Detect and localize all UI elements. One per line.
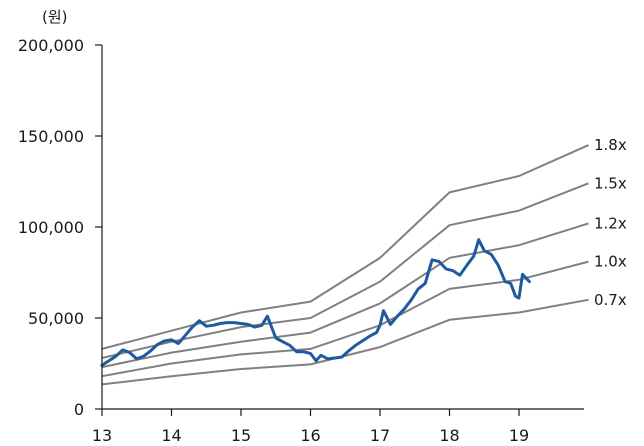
x-tick-label: 19 bbox=[509, 426, 529, 445]
band-line bbox=[101, 144, 589, 350]
y-tick-label: 0 bbox=[74, 400, 84, 419]
band-label: 0.7x bbox=[594, 291, 627, 309]
y-axis-ticks: 0 50,000 100,000 150,000 200,000 bbox=[18, 36, 102, 419]
x-tick-label: 17 bbox=[370, 426, 390, 445]
y-tick-label: 200,000 bbox=[18, 36, 84, 55]
price-line bbox=[100, 238, 531, 367]
x-tick-label: 15 bbox=[231, 426, 251, 445]
x-tick-label: 14 bbox=[161, 426, 181, 445]
price-series bbox=[100, 238, 531, 367]
band-line bbox=[101, 222, 589, 369]
band-label: 1.8x bbox=[594, 136, 627, 154]
band-lines bbox=[101, 144, 589, 386]
band-line bbox=[101, 182, 589, 359]
x-tick-label: 18 bbox=[439, 426, 459, 445]
y-axis-unit-label: (원) bbox=[42, 8, 68, 26]
band-label: 1.0x bbox=[594, 253, 627, 271]
y-tick-label: 150,000 bbox=[18, 127, 84, 146]
y-tick-label: 50,000 bbox=[28, 309, 84, 328]
band-labels: 1.8x 1.5x 1.2x 1.0x 0.7x bbox=[594, 136, 627, 309]
x-tick-label: 13 bbox=[92, 426, 112, 445]
x-axis-ticks: 13 14 15 16 17 18 19 bbox=[92, 409, 529, 445]
x-tick-label: 16 bbox=[300, 426, 320, 445]
y-tick-label: 100,000 bbox=[18, 218, 84, 237]
band-label: 1.5x bbox=[594, 174, 627, 192]
band-label: 1.2x bbox=[594, 214, 627, 232]
